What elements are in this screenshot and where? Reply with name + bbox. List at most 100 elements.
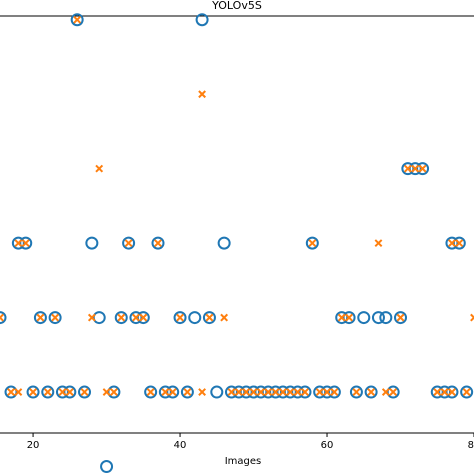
x-marker	[448, 239, 456, 248]
circle-marker	[202, 311, 216, 325]
circle-marker	[48, 311, 62, 325]
circle-marker	[217, 236, 231, 250]
x-marker	[337, 313, 346, 322]
circle-marker	[261, 385, 275, 399]
x-marker	[249, 388, 258, 396]
circle-marker	[452, 236, 466, 250]
circle-marker	[401, 162, 415, 176]
circle-marker	[26, 385, 40, 399]
circle-marker	[122, 236, 136, 250]
circle-marker	[298, 385, 312, 399]
plot-frame	[0, 15, 474, 434]
circle-marker	[438, 385, 452, 399]
circle-marker	[78, 385, 92, 399]
circle-marker	[269, 385, 283, 399]
data-markers	[0, 13, 474, 474]
x-tick-label: 8	[468, 440, 474, 451]
x-marker	[418, 164, 427, 173]
x-marker	[470, 313, 474, 322]
x-marker	[455, 239, 464, 248]
x-marker	[198, 90, 207, 99]
circle-marker	[320, 385, 334, 399]
circle-marker	[408, 162, 422, 176]
circle-marker	[283, 385, 297, 399]
x-marker	[87, 313, 96, 322]
circle-marker	[19, 236, 33, 250]
circle-marker	[166, 385, 180, 399]
x-marker	[58, 388, 67, 396]
x-marker	[124, 239, 133, 248]
x-marker	[161, 388, 170, 396]
x-marker	[448, 388, 456, 396]
x-marker	[227, 388, 236, 396]
x-marker	[139, 313, 148, 322]
x-marker	[396, 313, 405, 322]
circle-marker	[195, 13, 209, 27]
x-marker	[102, 388, 111, 396]
circle-marker	[416, 162, 430, 176]
circle-marker	[445, 385, 459, 399]
circle-marker	[173, 311, 187, 325]
x-marker	[345, 313, 353, 322]
circle-marker	[430, 385, 444, 399]
circle-marker	[224, 385, 238, 399]
circle-marker	[11, 236, 25, 250]
x-marker	[154, 239, 162, 248]
circle-marker	[70, 13, 84, 27]
x-marker	[73, 15, 82, 24]
x-marker	[176, 313, 184, 322]
x-marker	[256, 388, 265, 396]
x-marker	[43, 388, 52, 396]
circle-marker	[364, 385, 378, 399]
x-marker	[234, 388, 243, 396]
x-marker	[403, 164, 412, 173]
x-marker	[65, 388, 74, 396]
x-marker	[51, 313, 60, 322]
x-marker	[323, 388, 331, 396]
circle-marker	[460, 385, 474, 399]
x-marker	[308, 239, 317, 248]
x-marker	[242, 388, 251, 396]
circle-marker	[85, 236, 99, 250]
circle-marker	[313, 385, 327, 399]
x-marker	[411, 164, 420, 173]
circle-marker	[335, 311, 349, 325]
circle-marker	[394, 311, 408, 325]
x-marker	[14, 239, 23, 248]
x-marker	[146, 388, 155, 396]
circle-marker	[305, 236, 319, 250]
circle-marker	[55, 385, 69, 399]
circle-marker	[239, 385, 253, 399]
x-marker	[330, 388, 339, 396]
x-marker	[433, 388, 442, 396]
circle-marker	[342, 311, 356, 325]
circle-marker	[357, 311, 371, 325]
circle-marker	[100, 460, 114, 474]
x-marker	[7, 388, 15, 396]
x-tick-label: 60	[321, 440, 334, 451]
x-marker	[440, 388, 449, 396]
circle-marker	[254, 385, 268, 399]
circle-marker	[129, 311, 143, 325]
x-marker	[183, 388, 192, 396]
x-axis-label: Images	[225, 456, 262, 467]
x-marker	[198, 388, 207, 396]
chart-title: YOLOv5S	[211, 0, 262, 12]
circle-marker	[114, 311, 128, 325]
circle-marker	[386, 385, 400, 399]
circle-marker	[4, 385, 18, 399]
circle-marker	[445, 236, 459, 250]
x-marker	[462, 388, 471, 396]
x-marker	[293, 388, 302, 396]
x-marker	[220, 313, 229, 322]
circle-marker	[144, 385, 158, 399]
circle-marker	[371, 311, 385, 325]
circle-marker	[136, 311, 150, 325]
x-marker	[21, 239, 30, 248]
x-marker	[315, 388, 324, 396]
x-marker	[168, 388, 177, 396]
x-axis-ticks: 20 40 60 8	[27, 433, 474, 451]
x-marker	[132, 313, 140, 322]
circle-marker	[349, 385, 363, 399]
